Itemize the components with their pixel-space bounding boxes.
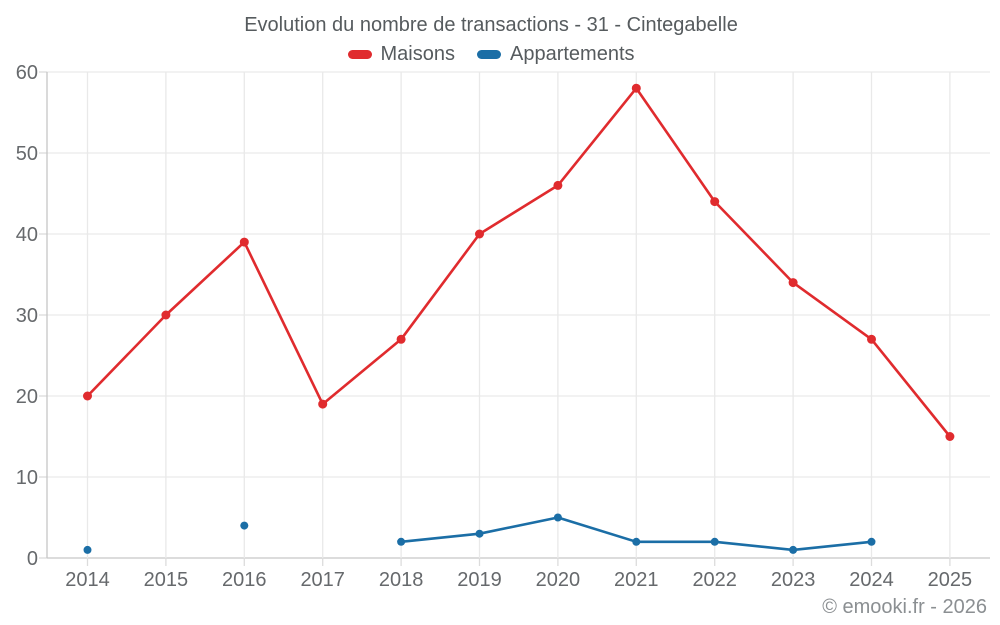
data-point-maisons-2015 xyxy=(161,310,171,320)
svg-text:2024: 2024 xyxy=(849,569,894,591)
data-point-maisons-2016 xyxy=(239,237,249,247)
chart-title: Evolution du nombre de transactions - 31… xyxy=(244,14,738,36)
chart-legend: Maisons Appartements xyxy=(0,43,982,66)
legend-label-appartements: Appartements xyxy=(509,43,635,65)
data-point-maisons-2019 xyxy=(475,229,484,239)
data-point-maisons-2024 xyxy=(867,334,876,344)
data-point-maisons-2014 xyxy=(83,391,92,401)
data-point-maisons-2018 xyxy=(396,334,406,344)
data-point-maisons-2023 xyxy=(788,278,798,288)
svg-text:2017: 2017 xyxy=(300,569,345,591)
svg-text:50: 50 xyxy=(16,143,38,165)
svg-text:2016: 2016 xyxy=(222,569,267,591)
data-point-appartements-2018 xyxy=(397,537,406,546)
copyright-text: © emooki.fr - 2026 xyxy=(822,596,987,618)
svg-text:2020: 2020 xyxy=(536,569,581,591)
svg-text:0: 0 xyxy=(27,548,38,570)
svg-text:2025: 2025 xyxy=(928,569,973,591)
data-point-appartements-2014 xyxy=(83,545,92,554)
appartements-legend-swatch-icon xyxy=(476,50,501,59)
svg-text:2021: 2021 xyxy=(614,569,659,591)
svg-text:20: 20 xyxy=(16,386,38,408)
data-point-appartements-2024 xyxy=(867,537,876,546)
series-line-maisons xyxy=(86,86,952,438)
svg-text:2023: 2023 xyxy=(771,569,816,591)
legend-label-maisons: Maisons xyxy=(380,43,455,65)
svg-text:40: 40 xyxy=(16,224,38,246)
data-point-maisons-2022 xyxy=(710,197,720,207)
svg-text:2015: 2015 xyxy=(144,569,189,591)
data-point-maisons-2017 xyxy=(318,399,328,409)
maisons-legend-swatch-icon xyxy=(347,50,372,59)
svg-text:2018: 2018 xyxy=(379,569,424,591)
svg-text:10: 10 xyxy=(16,467,38,489)
data-point-appartements-2022 xyxy=(710,537,719,546)
data-point-appartements-2023 xyxy=(789,545,798,554)
svg-text:2014: 2014 xyxy=(65,569,110,591)
data-point-maisons-2021 xyxy=(631,83,641,93)
data-point-maisons-2020 xyxy=(553,180,563,190)
legend-item-appartements[interactable]: Appartements xyxy=(476,43,635,66)
data-point-appartements-2019 xyxy=(475,529,484,538)
svg-text:60: 60 xyxy=(16,62,38,84)
data-point-appartements-2016 xyxy=(240,521,249,530)
svg-text:2022: 2022 xyxy=(692,569,737,591)
data-point-appartements-2021 xyxy=(632,537,641,546)
svg-text:30: 30 xyxy=(16,305,38,327)
legend-item-maisons[interactable]: Maisons xyxy=(347,43,455,66)
data-point-appartements-2020 xyxy=(553,513,562,522)
svg-text:2019: 2019 xyxy=(457,569,502,591)
data-point-maisons-2025 xyxy=(945,432,955,441)
